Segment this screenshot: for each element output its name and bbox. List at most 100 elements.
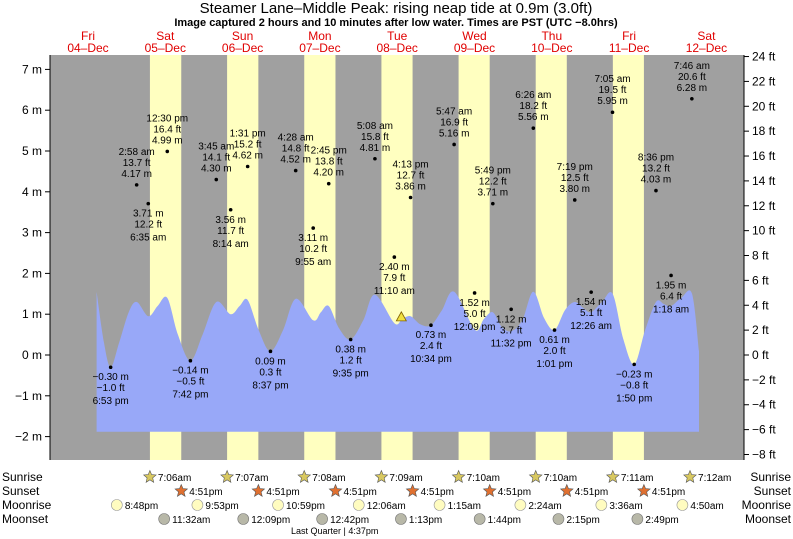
day-date: 09–Dec xyxy=(454,41,495,55)
tide-feet: 12.2 ft xyxy=(134,220,162,231)
moonset-time: 12:42pm xyxy=(330,515,369,526)
tide-time: 5:49 pm xyxy=(475,166,511,177)
tide-time: 6:26 am xyxy=(515,90,551,101)
tide-meters: 5.56 m xyxy=(518,112,549,123)
moonrise-icon xyxy=(352,499,365,511)
tide-feet: 12.2 ft xyxy=(479,177,507,188)
sunrise-icon xyxy=(374,469,389,483)
sunrise-time: 7:09am xyxy=(389,473,422,484)
tide-feet: 14.1 ft xyxy=(202,153,230,164)
tide-feet: 7.9 ft xyxy=(383,273,405,284)
current-tide-marker xyxy=(395,311,408,322)
tide-feet: 2.0 ft xyxy=(543,346,565,357)
moonset-time: 2:15pm xyxy=(566,515,599,526)
sunset-time: 4:51pm xyxy=(498,487,531,498)
moonrise-icon xyxy=(191,499,204,511)
tide-time: 9:35 pm xyxy=(333,368,369,379)
tide-feet: 19.5 ft xyxy=(599,85,627,96)
tide-meters: −0.14 m xyxy=(172,366,208,377)
tide-point xyxy=(268,349,273,354)
chart-subtitle: Image captured 2 hours and 10 minutes af… xyxy=(174,17,618,29)
sunset-icon xyxy=(559,483,574,497)
tide-meters: 2.40 m xyxy=(379,262,410,273)
tide-meters: 4.30 m xyxy=(201,164,232,175)
tide-feet: 12.5 ft xyxy=(561,173,589,184)
y-tick-label-m: −2 m xyxy=(15,430,42,444)
row-label-sunrise-right: Sunrise xyxy=(750,470,791,484)
tide-feet: 11.7 ft xyxy=(217,226,244,237)
axes: −2 m −1 m 0 m 1 m 2 m 3 m 4 m 5 m 6 m 7 m −8 ft −6 … xyxy=(15,50,776,462)
moonset-time: 1:13pm xyxy=(409,515,442,526)
moonset-icon xyxy=(395,513,407,525)
y-tick-label-m: 4 m xyxy=(22,185,42,199)
sunrise-icon xyxy=(142,469,157,483)
tide-feet: 13.8 ft xyxy=(315,157,343,168)
tide-time: 5:47 am xyxy=(436,106,472,117)
moonrise-time: 9:53pm xyxy=(205,501,238,512)
tide-meters: 3.80 m xyxy=(559,184,590,195)
day-of-week: Thu xyxy=(541,29,562,43)
tide-time: 4:28 am xyxy=(278,133,314,144)
moonset-icon xyxy=(552,513,565,525)
day-date: 12–Dec xyxy=(686,41,727,55)
sunset-time: 4:51pm xyxy=(343,487,376,498)
sunrise-time: 7:08am xyxy=(312,473,345,484)
moonrise-icon xyxy=(272,499,284,511)
sunrise-time: 7:10am xyxy=(544,473,577,484)
sunset-icon xyxy=(174,483,189,497)
y-tick-label-ft: 6 ft xyxy=(752,273,769,287)
sunset-time: 4:51pm xyxy=(421,487,454,498)
moonrise-icon xyxy=(433,499,446,511)
y-tick-label-ft: −2 ft xyxy=(752,373,776,387)
y-tick-label-ft: 14 ft xyxy=(752,174,776,188)
tide-point xyxy=(690,96,694,101)
day-date: 08–Dec xyxy=(377,41,418,55)
sun-moon-events: Sunrise Sunrise 7:06am 7:07am 7:08am 7:09am 7:… xyxy=(2,469,792,536)
day-date: 05–Dec xyxy=(145,41,186,55)
tide-feet: −0.8 ft xyxy=(620,380,648,391)
tide-point xyxy=(472,291,477,295)
tide-feet: 0.3 ft xyxy=(259,367,281,378)
moonrise-time: 10:59pm xyxy=(286,501,325,512)
tide-feet: 15.8 ft xyxy=(361,132,389,143)
y-tick-label-ft: 12 ft xyxy=(752,199,776,213)
tide-point xyxy=(326,181,331,186)
tide-meters: 4.03 m xyxy=(641,175,672,186)
tide-feet: 20.6 ft xyxy=(678,72,706,83)
tide-point xyxy=(134,183,139,187)
tide-point xyxy=(348,337,353,342)
tide-time: 4:13 pm xyxy=(392,160,428,171)
y-tick-label-m: 1 m xyxy=(22,307,42,321)
tide-time: 7:19 pm xyxy=(557,162,593,173)
y-tick-label-ft: 4 ft xyxy=(752,298,769,312)
tide-time: 12:26 am xyxy=(570,321,612,332)
tide-meters: 1.54 m xyxy=(576,297,607,308)
moonrise-time: 2:24am xyxy=(528,501,561,512)
tide-time: 1:50 pm xyxy=(616,393,652,404)
tide-meters: 3.71 m xyxy=(133,209,164,220)
tide-point xyxy=(311,226,316,230)
moonset-icon xyxy=(316,513,328,525)
tide-meters: 6.28 m xyxy=(677,83,708,94)
moonrise-time: 4:50am xyxy=(690,501,723,512)
tide-point xyxy=(452,142,456,147)
tide-point xyxy=(589,290,593,294)
y-tick-label-ft: 2 ft xyxy=(752,323,769,337)
tide-meters: 3.11 m xyxy=(298,233,328,244)
sunset-time: 4:51pm xyxy=(266,487,299,498)
y-tick-label-ft: 18 ft xyxy=(752,124,776,138)
tide-point xyxy=(610,110,615,115)
tide-point xyxy=(392,255,397,259)
y-tick-label-m: 0 m xyxy=(22,348,42,362)
row-label-sunrise-left: Sunrise xyxy=(2,470,43,484)
row-label-moonset-right: Moonset xyxy=(745,512,792,526)
tide-point xyxy=(146,201,151,206)
moonrise-icon xyxy=(514,499,527,511)
sunrise-time: 7:07am xyxy=(235,473,268,484)
sunset-icon xyxy=(405,483,420,497)
tide-time: 12:30 pm xyxy=(146,113,188,124)
tide-feet: 16.4 ft xyxy=(153,124,181,135)
day-date: 04–Dec xyxy=(67,41,108,55)
day-date: 11–Dec xyxy=(609,41,649,55)
